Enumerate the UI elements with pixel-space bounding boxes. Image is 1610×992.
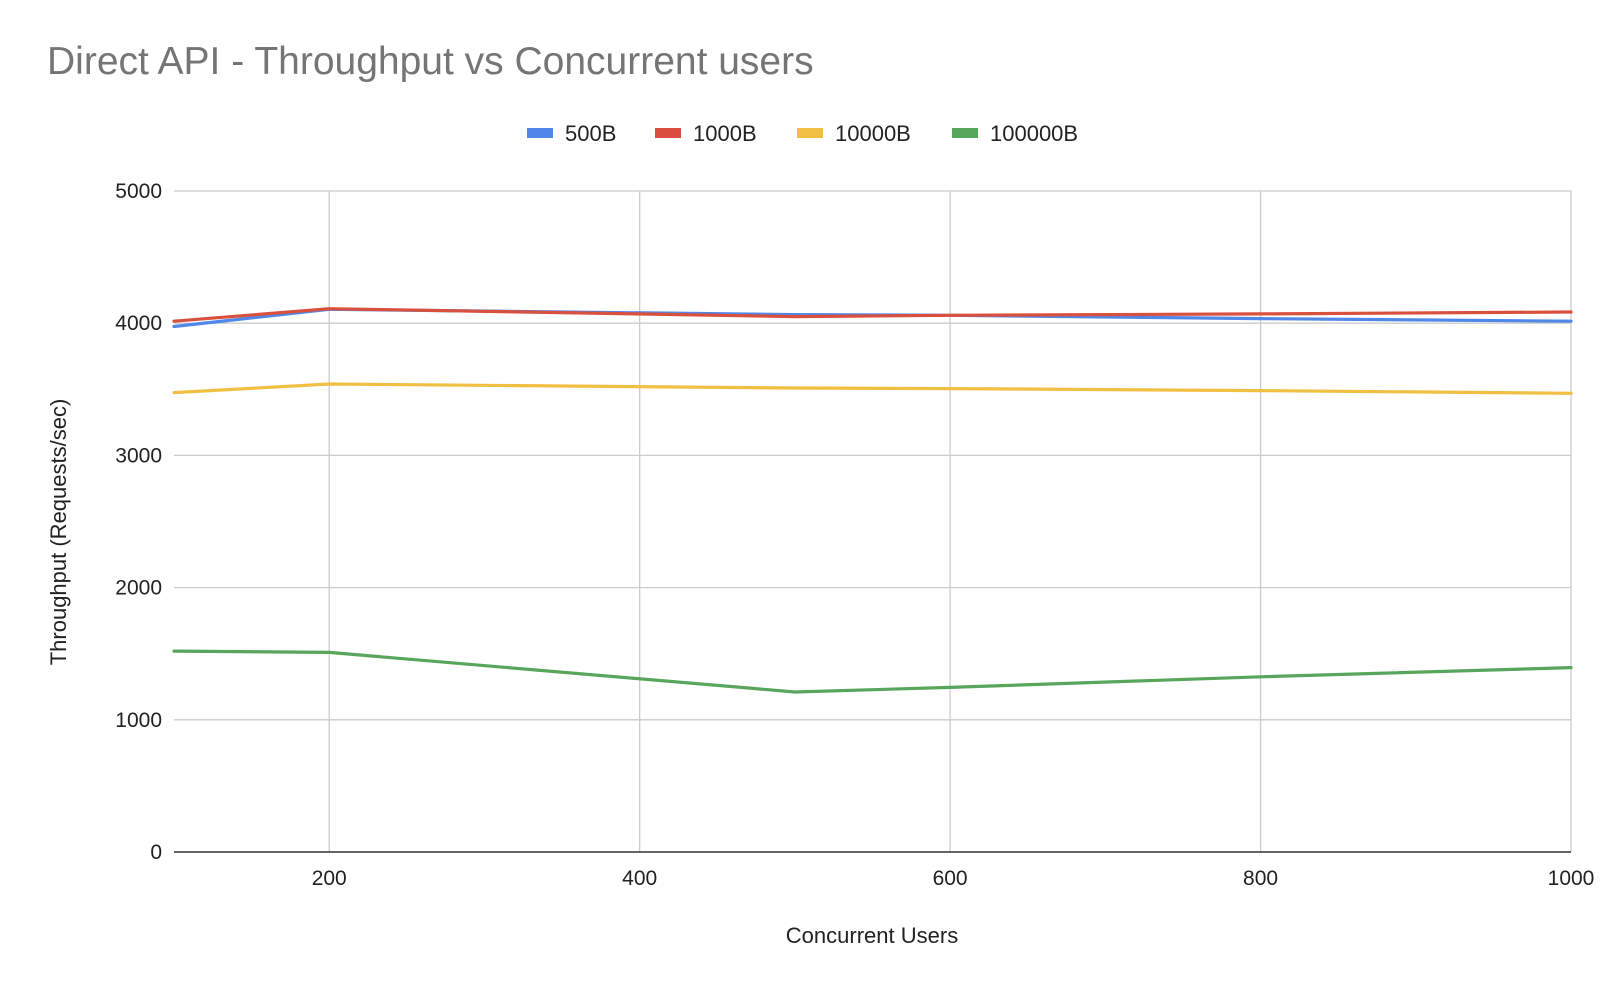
grid xyxy=(174,190,1572,853)
legend: 500B 1000B 10000B 100000B xyxy=(527,121,1078,146)
legend-swatch-10000B xyxy=(797,128,823,138)
x-tick-label: 600 xyxy=(933,867,968,890)
series-line-1000B xyxy=(172,307,1573,323)
x-tick-label: 400 xyxy=(622,867,657,890)
y-tick-label: 0 xyxy=(150,841,162,864)
legend-label-100000B: 100000B xyxy=(990,121,1078,146)
legend-label-1000B: 1000B xyxy=(693,121,757,146)
legend-swatch-500B xyxy=(527,128,553,138)
y-tick-label: 3000 xyxy=(115,444,162,467)
legend-swatch-100000B xyxy=(952,128,978,138)
legend-label-10000B: 10000B xyxy=(835,121,911,146)
series-line-10000B xyxy=(172,382,1573,395)
y-tick-label: 4000 xyxy=(115,312,162,335)
x-tick-label: 1000 xyxy=(1548,867,1595,890)
y-axis-label: Throughput (Requests/sec) xyxy=(46,399,71,666)
x-tick-label: 200 xyxy=(312,867,347,890)
x-tick-label: 800 xyxy=(1243,867,1278,890)
y-tick-label: 2000 xyxy=(115,577,162,600)
x-axis-ticks: 200 400 600 800 1000 xyxy=(312,867,1595,890)
series-line-100000B xyxy=(172,649,1573,694)
chart-title: Direct API - Throughput vs Concurrent us… xyxy=(47,40,814,83)
y-axis-ticks: 0 1000 2000 3000 4000 5000 xyxy=(115,180,162,864)
y-tick-label: 5000 xyxy=(115,180,162,203)
series-group xyxy=(172,307,1573,694)
legend-swatch-1000B xyxy=(655,128,681,138)
x-axis-label: Concurrent Users xyxy=(786,923,958,948)
legend-label-500B: 500B xyxy=(565,121,616,146)
y-tick-label: 1000 xyxy=(115,709,162,732)
